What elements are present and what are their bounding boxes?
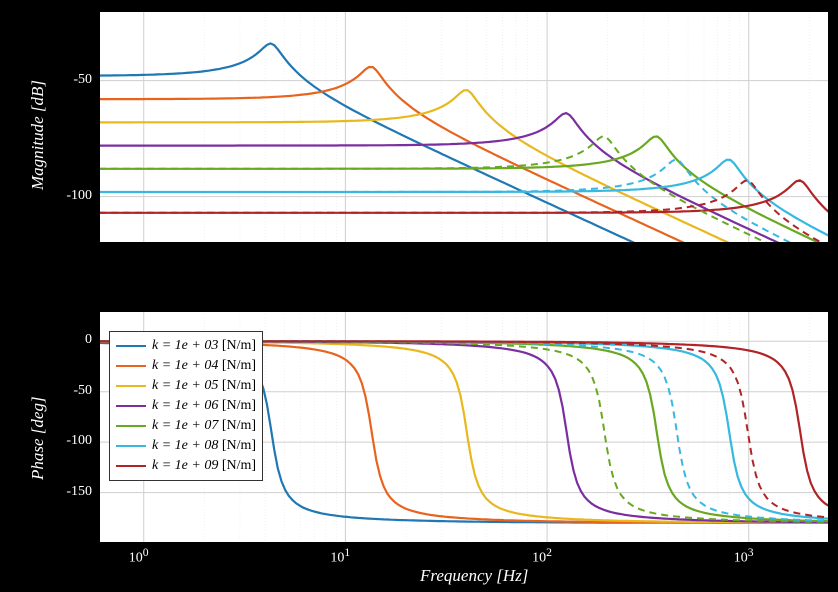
- mag-curve-k1e8: [99, 160, 829, 236]
- mag-curve-dashed-k1e9: [99, 181, 829, 243]
- legend-swatch: [116, 445, 146, 447]
- xtick-label: 103: [734, 546, 754, 567]
- legend: k = 1e + 03 [N/m] k = 1e + 04 [N/m] k = 1e…: [109, 331, 263, 481]
- mag-curve-dashed-k1e8: [99, 159, 829, 243]
- xtick-label: 100: [129, 546, 149, 567]
- mag-curve-k1e7: [99, 137, 829, 244]
- mag-curve-k1e6: [99, 113, 829, 243]
- legend-item: k = 1e + 03 [N/m]: [116, 336, 256, 356]
- legend-swatch: [116, 385, 146, 387]
- legend-label: k = 1e + 06 [N/m]: [152, 398, 256, 414]
- magnitude-plot-area: [99, 11, 829, 243]
- x-axis-label: Frequency [Hz]: [420, 566, 528, 586]
- legend-item: k = 1e + 07 [N/m]: [116, 416, 256, 436]
- legend-label: k = 1e + 08 [N/m]: [152, 438, 256, 454]
- legend-swatch: [116, 425, 146, 427]
- legend-item: k = 1e + 08 [N/m]: [116, 436, 256, 456]
- legend-item: k = 1e + 06 [N/m]: [116, 396, 256, 416]
- phase-ylabel: Phase [deg]: [28, 396, 48, 480]
- legend-swatch: [116, 365, 146, 367]
- legend-swatch: [116, 405, 146, 407]
- legend-label: k = 1e + 09 [N/m]: [152, 458, 256, 474]
- legend-label: k = 1e + 03 [N/m]: [152, 338, 256, 354]
- legend-label: k = 1e + 07 [N/m]: [152, 418, 256, 434]
- ytick-label: -150: [66, 484, 92, 500]
- phase-panel: k = 1e + 03 [N/m] k = 1e + 04 [N/m] k = 1e…: [98, 310, 830, 544]
- magnitude-panel: [98, 10, 830, 244]
- mag-curve-dashed-k1e7: [99, 136, 829, 243]
- xtick-label: 101: [330, 546, 350, 567]
- ytick-label: -100: [66, 188, 92, 204]
- figure: k = 1e + 03 [N/m] k = 1e + 04 [N/m] k = 1e…: [0, 0, 838, 592]
- mag-curve-k1e4: [99, 67, 829, 243]
- legend-item: k = 1e + 09 [N/m]: [116, 456, 256, 476]
- legend-label: k = 1e + 04 [N/m]: [152, 358, 256, 374]
- legend-swatch: [116, 465, 146, 467]
- xtick-label: 102: [532, 546, 552, 567]
- ytick-label: -100: [66, 433, 92, 449]
- ytick-label: -50: [73, 72, 92, 88]
- ytick-label: 0: [85, 332, 92, 348]
- ytick-label: -50: [73, 383, 92, 399]
- legend-swatch: [116, 345, 146, 347]
- legend-item: k = 1e + 05 [N/m]: [116, 376, 256, 396]
- legend-item: k = 1e + 04 [N/m]: [116, 356, 256, 376]
- legend-label: k = 1e + 05 [N/m]: [152, 378, 256, 394]
- magnitude-ylabel: Magnitude [dB]: [28, 80, 48, 190]
